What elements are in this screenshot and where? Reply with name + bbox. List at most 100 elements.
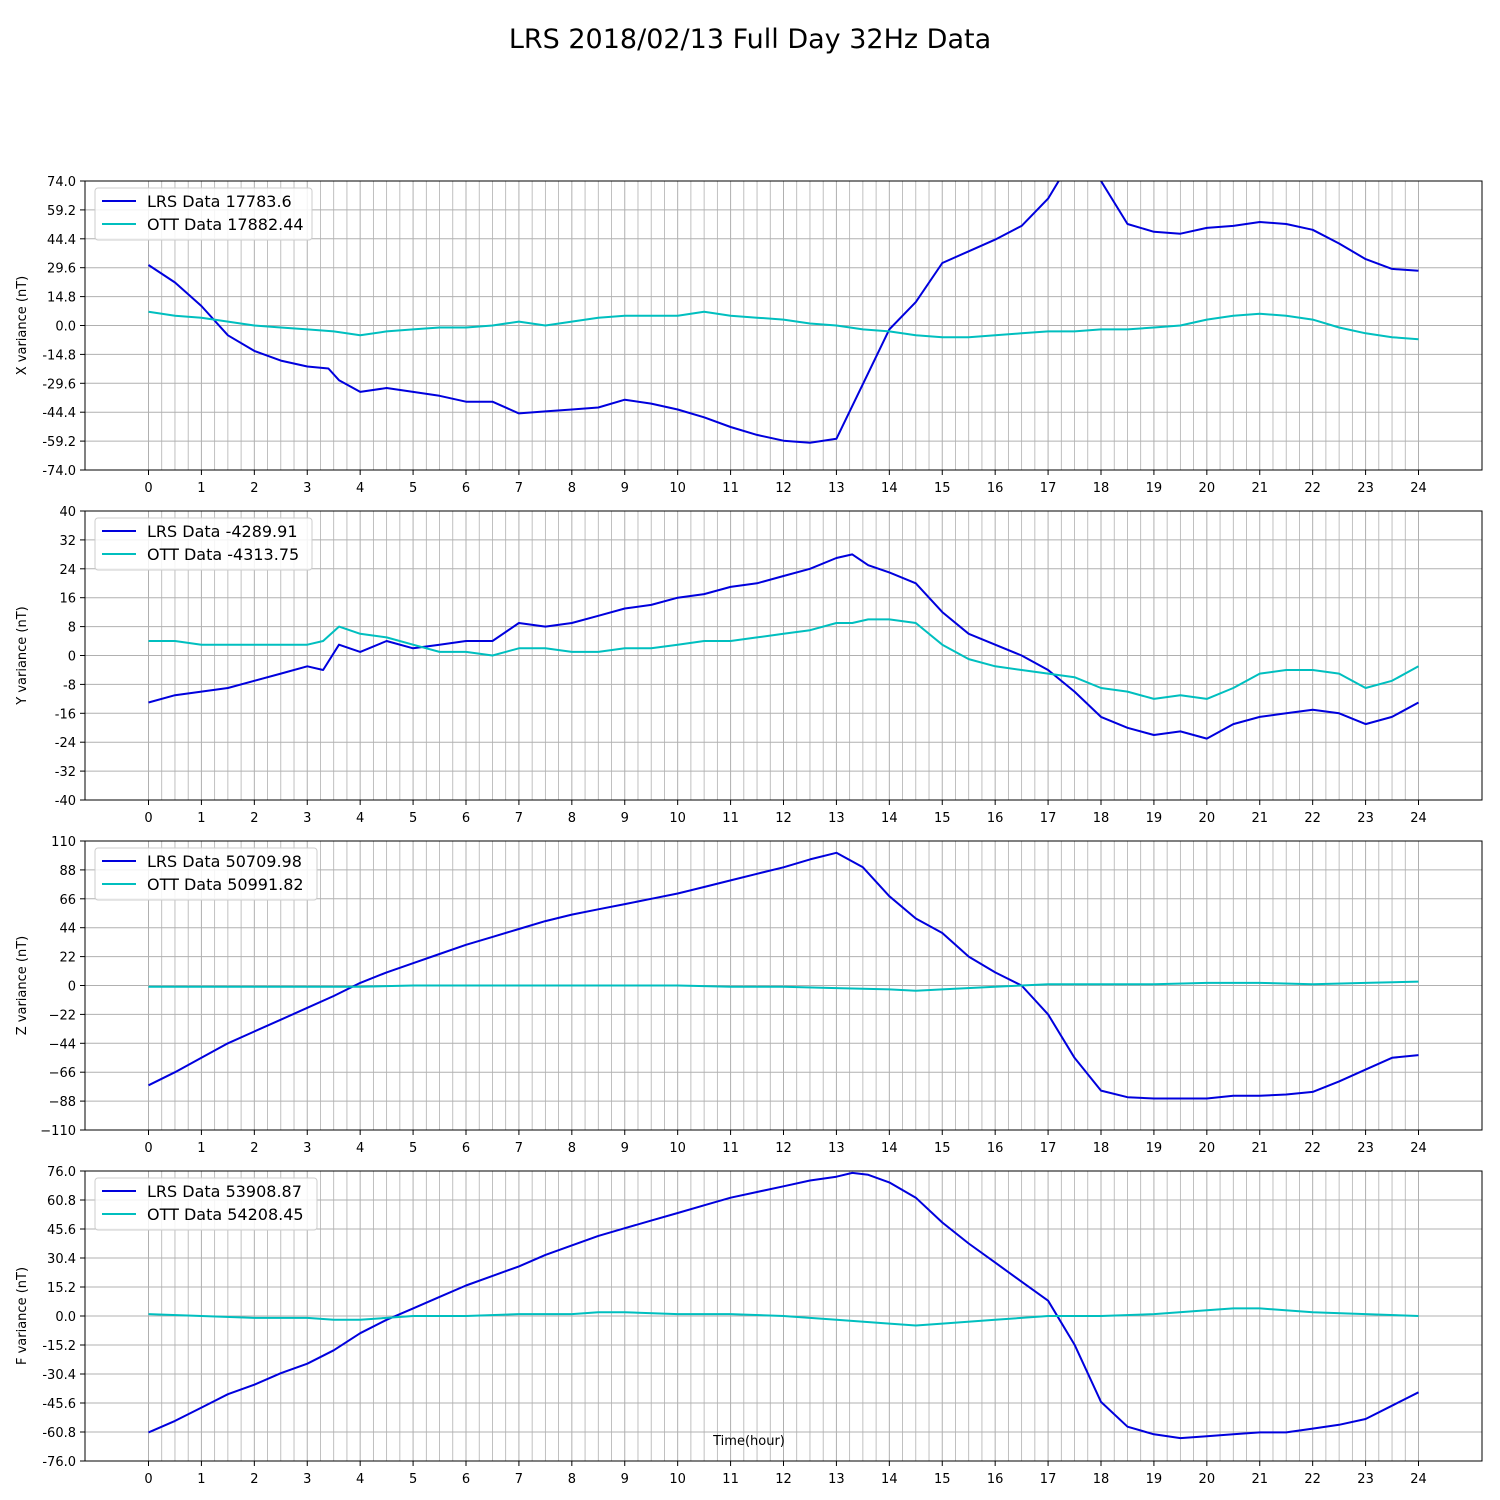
x-tick-label: 5 (409, 1141, 417, 1156)
x-tick-label: 19 (1146, 481, 1163, 496)
x-tick-label: 22 (1304, 1141, 1321, 1156)
x-tick-label: 24 (1410, 1141, 1427, 1156)
x-tick-label: 0 (144, 1472, 152, 1487)
x-tick-label: 12 (775, 1141, 792, 1156)
x-tick-label: 8 (568, 1141, 576, 1156)
y-tick-label: −44 (49, 1037, 76, 1052)
x-tick-label: 23 (1357, 811, 1374, 826)
x-tick-label: 21 (1251, 1472, 1268, 1487)
x-tick-label: 23 (1357, 1472, 1374, 1487)
x-tick-label: 9 (621, 481, 629, 496)
y-tick-label: -40 (55, 794, 76, 809)
y-tick-label: 59.2 (47, 204, 76, 219)
y-tick-label: 0.0 (55, 1310, 76, 1325)
plot-frame (84, 180, 1483, 471)
x-tick-label: 9 (621, 1141, 629, 1156)
x-tick-label: 6 (462, 1141, 470, 1156)
x-tick-label: 18 (1093, 1472, 1110, 1487)
x-tick-label: 19 (1146, 1141, 1163, 1156)
y-tick-label: 66 (59, 893, 76, 908)
x-tick-label: 2 (250, 1141, 258, 1156)
legend-entry: OTT Data 54208.45 (147, 1205, 304, 1224)
x-tick-label: 0 (144, 1141, 152, 1156)
y-tick-label: 44 (59, 922, 76, 937)
y-tick-label: 24 (59, 563, 76, 578)
x-tick-label: 11 (722, 1472, 739, 1487)
x-tick-label: 8 (568, 1472, 576, 1487)
y-axis-label: F variance (nT) (15, 1267, 30, 1365)
x-tick-label: 10 (669, 1472, 686, 1487)
y-tick-label: -44.4 (42, 406, 76, 421)
y-tick-label: -76.0 (42, 1455, 76, 1470)
x-tick-label: 15 (934, 811, 951, 826)
plot-frame (84, 840, 1483, 1131)
series-line-ott (148, 980, 1419, 992)
x-tick-label: 24 (1410, 481, 1427, 496)
y-tick-label: 8 (68, 621, 76, 636)
x-tick-label: 18 (1093, 481, 1110, 496)
legend-entry: OTT Data 17882.44 (147, 215, 304, 234)
x-tick-label: 3 (303, 481, 311, 496)
x-tick-label: 2 (250, 1472, 258, 1487)
x-tick-label: 17 (1040, 811, 1057, 826)
x-tick-label: 20 (1199, 1141, 1216, 1156)
x-tick-label: 21 (1251, 1141, 1268, 1156)
x-tick-label: 11 (722, 481, 739, 496)
x-tick-label: 22 (1304, 1472, 1321, 1487)
x-tick-label: 16 (987, 1141, 1004, 1156)
x-tick-label: 15 (934, 481, 951, 496)
series-line-lrs (147, 181, 1419, 444)
legend-entry: LRS Data 17783.6 (147, 192, 292, 211)
x-tick-label: 18 (1093, 811, 1110, 826)
legend-entry: LRS Data -4289.91 (147, 522, 298, 541)
x-tick-label: 4 (356, 811, 364, 826)
plot-frame (84, 1170, 1483, 1462)
y-tick-label: -29.6 (42, 377, 76, 392)
x-tick-label: 11 (722, 1141, 739, 1156)
x-tick-label: 16 (987, 811, 1004, 826)
y-tick-label: 74.0 (47, 175, 76, 190)
x-tick-label: 9 (621, 1472, 629, 1487)
x-tick-label: 1 (197, 811, 205, 826)
x-tick-label: 5 (409, 1472, 417, 1487)
x-tick-label: 11 (722, 811, 739, 826)
x-tick-label: 1 (197, 1472, 205, 1487)
x-tick-label: 20 (1199, 481, 1216, 496)
x-tick-label: 13 (828, 811, 845, 826)
y-tick-label: -15.2 (42, 1339, 76, 1354)
x-tick-label: 18 (1093, 1141, 1110, 1156)
x-tick-label: 17 (1040, 1141, 1057, 1156)
y-tick-label: -24 (55, 736, 76, 751)
y-tick-label: -14.8 (42, 348, 76, 363)
plot-frame (84, 510, 1483, 801)
x-tick-label: 17 (1040, 1472, 1057, 1487)
y-tick-label: 88 (59, 864, 76, 879)
x-tick-label: 21 (1251, 481, 1268, 496)
x-tick-label: 22 (1304, 481, 1321, 496)
series-line-ott (148, 310, 1419, 341)
x-tick-label: 8 (568, 481, 576, 496)
y-tick-label: 0 (68, 980, 76, 995)
x-tick-label: 13 (828, 1141, 845, 1156)
x-tick-label: 20 (1199, 811, 1216, 826)
x-tick-label: 14 (881, 1141, 898, 1156)
x-tick-label: 24 (1410, 1472, 1427, 1487)
x-tick-label: 0 (144, 811, 152, 826)
x-tick-label: 1 (197, 1141, 205, 1156)
y-axis-label: Z variance (nT) (15, 936, 30, 1035)
y-tick-label: 22 (59, 951, 76, 966)
series-line-ott (148, 618, 1419, 700)
y-tick-label: -30.4 (42, 1368, 76, 1383)
y-tick-label: −88 (49, 1095, 76, 1110)
x-tick-label: 15 (934, 1141, 951, 1156)
legend-box (94, 517, 313, 571)
x-tick-label: 14 (881, 811, 898, 826)
y-tick-label: 0.0 (55, 320, 76, 335)
x-tick-label: 12 (775, 1472, 792, 1487)
y-tick-label: -74.0 (42, 464, 76, 479)
x-tick-label: 24 (1410, 811, 1427, 826)
x-tick-label: 4 (356, 481, 364, 496)
x-tick-label: 22 (1304, 811, 1321, 826)
